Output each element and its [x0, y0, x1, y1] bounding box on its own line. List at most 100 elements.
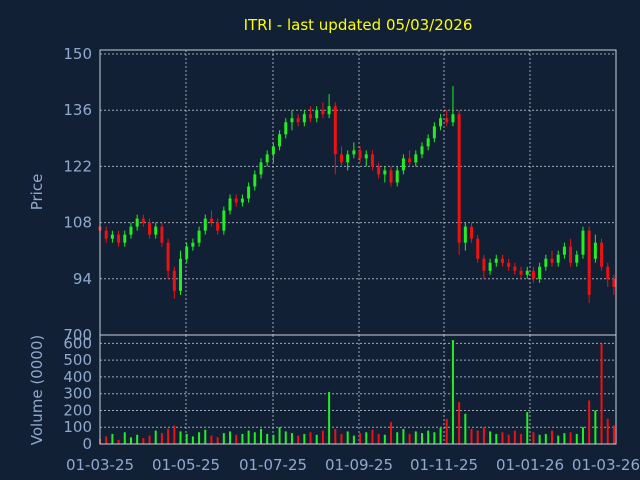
volume-bar [600, 343, 603, 444]
candle-body [476, 238, 480, 259]
volume-bar [377, 433, 380, 444]
candle-body [265, 154, 269, 163]
volume-bar [346, 431, 349, 444]
volume-bar [191, 436, 194, 444]
candle-body [420, 146, 424, 155]
volume-bar [117, 439, 120, 444]
candle-body [401, 158, 405, 171]
volume-y-tick: 100 [63, 418, 92, 436]
price-y-tick: 136 [63, 101, 92, 119]
volume-y-tick: 500 [63, 351, 92, 369]
price-y-tick: 150 [63, 45, 92, 63]
volume-bar [439, 428, 442, 444]
candle-body [525, 270, 529, 275]
candle-body [216, 222, 220, 231]
volume-bar [414, 431, 417, 444]
candle-body [383, 170, 387, 175]
volume-bar [489, 431, 492, 444]
volume-bar [241, 433, 244, 444]
volume-bar [167, 428, 170, 444]
volume-y-tick: 400 [63, 368, 92, 386]
volume-bar [235, 434, 238, 444]
candle-body [439, 118, 443, 127]
volume-y-tick: 200 [63, 401, 92, 419]
volume-bar [551, 430, 554, 444]
candle-body [302, 114, 306, 123]
candle-body [327, 106, 331, 115]
candle-body [370, 154, 374, 167]
candle-body [377, 166, 381, 175]
volume-y-tick: 600 [63, 334, 92, 352]
volume-bar [297, 435, 300, 444]
candle-body [408, 158, 412, 163]
x-tick-label: 01-07-25 [239, 456, 307, 474]
volume-bar [303, 433, 306, 444]
volume-bar [532, 432, 535, 444]
volume-bar [204, 429, 207, 444]
volume-bar [470, 428, 473, 444]
volume-bar [507, 434, 510, 444]
volume-bar [501, 432, 504, 444]
x-tick-label: 01-01-26 [496, 456, 564, 474]
volume-bar [538, 434, 541, 444]
volume-bar [328, 392, 331, 444]
candle-body [463, 226, 467, 243]
volume-bar [129, 437, 132, 444]
candle-body [346, 154, 350, 163]
volume-bar [544, 433, 547, 444]
volume-bar [427, 430, 430, 444]
x-tick-label: 01-11-25 [410, 456, 478, 474]
candle-body [451, 114, 455, 123]
candle-body [389, 170, 393, 183]
volume-bar [105, 436, 108, 444]
candle-body [414, 154, 418, 163]
candle-body [519, 270, 523, 275]
candle-body [197, 230, 201, 243]
volume-bar [160, 433, 163, 444]
volume-bar [520, 433, 523, 444]
volume-bar [402, 428, 405, 444]
volume-bar [272, 434, 275, 444]
volume-bar [321, 430, 324, 444]
candle-body [110, 234, 114, 239]
candle-body [278, 134, 282, 147]
volume-bar [563, 433, 566, 444]
volume-bar [464, 413, 467, 444]
x-tick-label: 01-03-26 [572, 456, 640, 474]
volume-bar [495, 433, 498, 444]
volume-bar [142, 438, 145, 444]
candle-body [364, 154, 368, 159]
volume-bar [390, 422, 393, 444]
candle-body [203, 218, 207, 231]
candle-body [148, 222, 152, 235]
candle-body [593, 242, 597, 259]
volume-bar [383, 434, 386, 444]
candle-body [339, 154, 343, 163]
price-y-tick: 108 [63, 214, 92, 232]
volume-bar [433, 432, 436, 444]
volume-bar [173, 425, 176, 444]
candle-body [253, 174, 257, 187]
candle-body [222, 210, 226, 231]
volume-bar [253, 432, 256, 444]
candle-body [309, 114, 313, 119]
candle-body [234, 198, 238, 203]
candle-body [333, 106, 337, 155]
candle-body [123, 234, 127, 243]
candle-body [240, 198, 244, 203]
candle-body [432, 126, 436, 139]
candle-body [271, 146, 275, 155]
candle-body [247, 186, 251, 199]
candle-body [290, 118, 294, 123]
volume-bar [557, 435, 560, 444]
volume-bar [451, 340, 454, 444]
candle-body [470, 226, 474, 239]
volume-bar [198, 432, 201, 444]
volume-bar [371, 429, 374, 444]
chart-title: ITRI - last updated 05/03/2026 [244, 16, 473, 34]
volume-bar [210, 435, 213, 444]
candle-body [544, 258, 548, 267]
volume-bar [513, 430, 516, 444]
